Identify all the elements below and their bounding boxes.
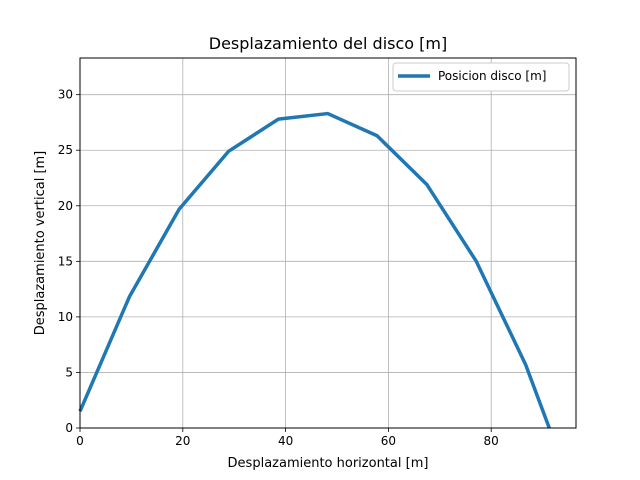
axes-frame (79, 57, 577, 429)
chart-title: Desplazamiento del disco [m] (209, 34, 447, 53)
series-group (78, 111, 551, 429)
x-tick-label: 80 (484, 434, 499, 448)
series-line-0 (78, 111, 551, 429)
y-tick-label: 20 (58, 199, 73, 213)
y-tick-label: 25 (58, 143, 73, 157)
y-tick-label: 10 (58, 310, 73, 324)
ticks: 0 20 40 60 80 0 5 10 15 20 25 30 (58, 88, 499, 448)
legend: Posicion disco [m] (392, 62, 570, 92)
y-tick-label: 30 (58, 88, 73, 102)
legend-box (392, 62, 570, 92)
axes-background (80, 58, 576, 428)
y-tick-label: 15 (58, 254, 73, 268)
x-tick-label: 20 (175, 434, 190, 448)
x-axis-label: Desplazamiento horizontal [m] (228, 456, 429, 471)
x-tick-label: 0 (76, 434, 84, 448)
x-tick-label: 60 (381, 434, 396, 448)
y-axis-label: Desplazamiento vertical [m] (33, 151, 48, 336)
legend-label: Posicion disco [m] (438, 69, 546, 83)
x-tick-label: 40 (278, 434, 293, 448)
y-tick-label: 5 (65, 365, 73, 379)
y-tick-label: 0 (65, 421, 73, 435)
plot-area: 0 20 40 60 80 0 5 10 15 20 25 30 (58, 57, 577, 448)
